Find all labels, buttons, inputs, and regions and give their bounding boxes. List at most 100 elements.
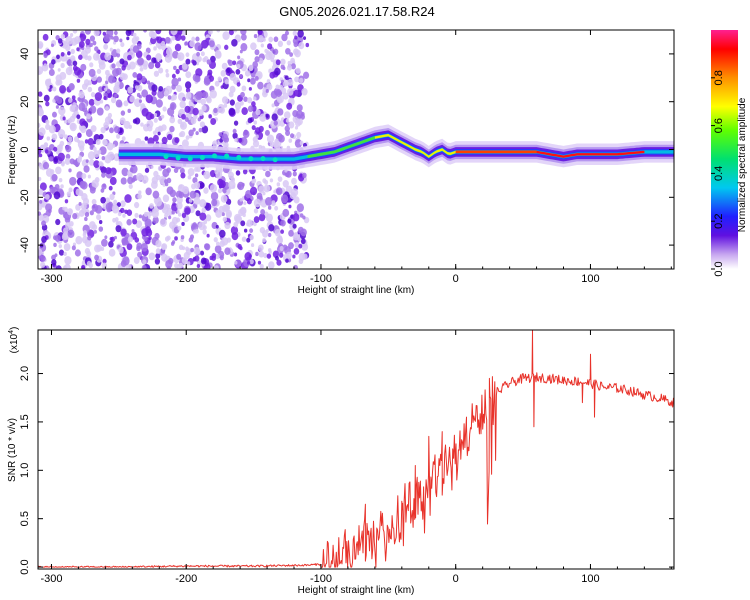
noise-speckle bbox=[136, 242, 143, 250]
noise-speckle bbox=[239, 73, 243, 78]
noise-speckle bbox=[203, 243, 210, 250]
noise-speckle bbox=[38, 70, 41, 76]
noise-speckle bbox=[99, 165, 105, 171]
noise-speckle bbox=[224, 221, 231, 230]
noise-speckle bbox=[244, 70, 251, 77]
noise-speckle bbox=[202, 229, 207, 235]
noise-speckle bbox=[165, 85, 173, 95]
noise-speckle bbox=[176, 84, 183, 93]
y-tick-label: -20 bbox=[19, 189, 31, 205]
noise-speckle bbox=[67, 229, 75, 239]
noise-speckle bbox=[257, 244, 264, 252]
noise-speckle bbox=[285, 47, 291, 55]
noise-speckle bbox=[202, 91, 209, 99]
noise-speckle bbox=[122, 241, 126, 246]
noise-speckle bbox=[141, 175, 149, 184]
noise-speckle bbox=[47, 78, 51, 83]
noise-speckle bbox=[120, 200, 126, 208]
noise-speckle bbox=[274, 205, 279, 211]
noise-speckle bbox=[209, 183, 217, 193]
noise-speckle bbox=[282, 208, 290, 217]
noise-speckle bbox=[56, 54, 60, 60]
noise-speckle bbox=[80, 181, 88, 190]
noise-speckle bbox=[151, 209, 159, 218]
noise-speckle bbox=[120, 110, 126, 116]
noise-speckle bbox=[153, 134, 159, 142]
noise-speckle bbox=[98, 61, 106, 70]
y-tick-label: 40 bbox=[19, 48, 31, 60]
snr-panel: -300 -200 -100 0 100 0.0 0.5 1.0 1.5 2.0 Height o… bbox=[7, 327, 675, 596]
noise-speckle bbox=[226, 67, 231, 73]
noise-speckle bbox=[265, 170, 271, 178]
noise-speckle bbox=[94, 92, 103, 101]
noise-speckle bbox=[71, 245, 76, 251]
colorbar-tick-label: 0.0 bbox=[713, 261, 725, 276]
noise-speckle bbox=[176, 201, 183, 210]
noise-speckle bbox=[108, 201, 113, 208]
noise-speckle bbox=[169, 125, 175, 133]
noise-speckle bbox=[180, 35, 186, 41]
noise-speckle bbox=[288, 229, 294, 237]
noise-speckle bbox=[211, 198, 218, 207]
colorbar-ticks: 0.0 0.2 0.4 0.6 0.8 bbox=[711, 70, 725, 277]
noise-speckle bbox=[65, 44, 71, 52]
noise-speckle bbox=[232, 132, 238, 140]
noise-speckle bbox=[258, 250, 265, 258]
noise-speckle bbox=[110, 35, 114, 40]
noise-speckle bbox=[141, 89, 149, 98]
noise-speckle bbox=[247, 117, 253, 124]
noise-speckle bbox=[188, 198, 193, 203]
noise-speckle bbox=[126, 219, 132, 226]
noise-speckle bbox=[233, 221, 239, 228]
noise-speckle bbox=[277, 176, 283, 182]
noise-speckle bbox=[142, 64, 148, 70]
noise-speckle bbox=[210, 117, 217, 125]
noise-speckle bbox=[38, 127, 46, 136]
noise-speckle bbox=[112, 217, 117, 223]
colorbar-label: Normalized spectral amplitude bbox=[737, 97, 748, 232]
noise-speckle bbox=[180, 235, 185, 240]
noise-speckle bbox=[305, 42, 310, 48]
noise-speckle bbox=[93, 229, 97, 234]
noise-speckle bbox=[300, 238, 306, 245]
noise-speckle bbox=[87, 55, 92, 61]
noise-speckle bbox=[108, 185, 113, 191]
snr-y-multiplier: (x104) bbox=[8, 327, 20, 354]
noise-speckle bbox=[201, 125, 209, 134]
noise-speckle bbox=[38, 122, 41, 129]
noise-speckle bbox=[162, 168, 170, 178]
colorbar-tick-label: 0.4 bbox=[713, 166, 725, 181]
snr-multiplier-close: ) bbox=[9, 327, 20, 330]
noise-speckle bbox=[89, 221, 96, 230]
noise-speckle bbox=[243, 96, 248, 102]
noise-speckle bbox=[68, 83, 75, 91]
noise-speckle bbox=[69, 65, 73, 70]
noise-speckle bbox=[253, 33, 258, 39]
noise-speckle bbox=[106, 30, 114, 38]
snr-series-line bbox=[38, 330, 674, 568]
noise-speckle bbox=[40, 261, 46, 268]
noise-speckle bbox=[154, 258, 161, 265]
noise-speckle bbox=[181, 113, 186, 120]
noise-speckle bbox=[214, 169, 219, 175]
noise-speckle bbox=[258, 213, 266, 222]
noise-speckle bbox=[45, 119, 50, 125]
noise-speckle bbox=[122, 213, 126, 218]
noise-speckle bbox=[140, 122, 144, 127]
noise-speckle bbox=[100, 126, 106, 134]
noise-speckle bbox=[199, 250, 205, 256]
noise-speckle bbox=[224, 247, 231, 255]
noise-speckle bbox=[221, 237, 229, 246]
noise-speckle bbox=[266, 50, 271, 55]
noise-speckle bbox=[220, 70, 227, 77]
noise-speckle bbox=[248, 86, 252, 91]
noise-speckle bbox=[152, 216, 159, 224]
noise-speckle bbox=[198, 127, 203, 133]
noise-speckle bbox=[52, 235, 57, 241]
noise-speckle bbox=[60, 51, 65, 57]
noise-speckle bbox=[72, 60, 78, 67]
noise-speckle bbox=[54, 184, 60, 190]
noise-speckle bbox=[282, 179, 289, 188]
noise-speckle bbox=[225, 209, 232, 218]
noise-speckle bbox=[287, 78, 294, 87]
